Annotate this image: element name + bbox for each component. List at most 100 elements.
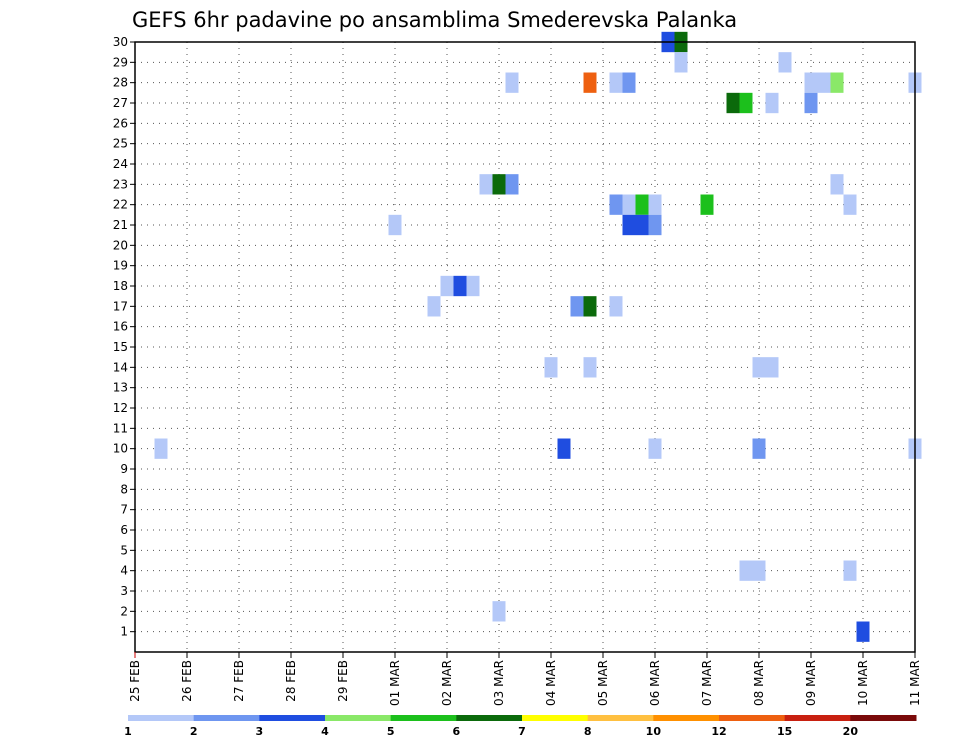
data-cell [635, 214, 649, 236]
data-cell [453, 275, 467, 297]
colorbar-label: 6 [453, 725, 461, 738]
colorbar-swatch [390, 715, 457, 721]
x-tick-label: 01 MAR [388, 660, 402, 706]
data-cell [583, 72, 597, 93]
colorbar-swatch [784, 715, 851, 721]
x-tick-label: 10 MAR [856, 660, 870, 706]
x-tick-label: 07 MAR [700, 660, 714, 706]
x-tick-label: 25 FEB [128, 660, 142, 702]
y-tick-label: 8 [120, 482, 128, 496]
colorbar-swatch [259, 715, 326, 721]
data-cells [154, 31, 922, 642]
colorbar-swatch [193, 715, 260, 721]
y-tick-label: 28 [113, 76, 128, 90]
data-cell [479, 174, 493, 195]
data-cell [466, 275, 480, 297]
y-tick-label: 13 [113, 381, 128, 395]
colorbar-label: 12 [711, 725, 726, 738]
data-cell [622, 194, 636, 215]
x-tick-label: 04 MAR [544, 660, 558, 706]
grid-lines [135, 41, 915, 652]
colorbar-label: 7 [518, 725, 526, 738]
y-tick-label: 25 [113, 137, 128, 151]
x-tick-label: 02 MAR [440, 660, 454, 706]
x-axis: 25 FEB 26 FEB 27 FEB 28 FEB 29 FEB 01 MAR 02 M… [128, 652, 922, 706]
data-cell [804, 72, 818, 93]
data-cell [388, 214, 402, 236]
y-tick-label: 9 [120, 462, 128, 476]
y-tick-label: 18 [113, 279, 128, 293]
y-tick-label: 17 [113, 299, 128, 313]
y-tick-label: 2 [120, 604, 128, 618]
data-cell [622, 72, 636, 93]
data-cell [505, 72, 519, 93]
data-cell [752, 438, 766, 459]
x-tick-label: 09 MAR [804, 660, 818, 706]
chart-title: GEFS 6hr padavine po ansamblima Smederev… [132, 8, 737, 32]
data-cell [609, 72, 623, 93]
y-tick-label: 22 [113, 198, 128, 212]
colorbar-swatch [128, 715, 195, 721]
colorbar-label: 3 [256, 725, 264, 738]
y-axis: 1234567891011121314151617181920212223242… [113, 35, 135, 639]
x-tick-label: 11 MAR [908, 660, 922, 706]
colorbar-label: 8 [584, 725, 592, 738]
colorbar-swatch [719, 715, 786, 721]
y-tick-label: 12 [113, 401, 128, 415]
y-tick-label: 20 [113, 238, 128, 252]
y-tick-label: 7 [120, 503, 128, 517]
colorbar-label: 4 [321, 725, 329, 738]
y-tick-label: 15 [113, 340, 128, 354]
y-tick-label: 16 [113, 320, 128, 334]
y-tick-label: 4 [120, 564, 128, 578]
data-cell [856, 621, 870, 642]
x-tick-label: 27 FEB [232, 660, 246, 702]
y-tick-label: 27 [113, 96, 128, 110]
data-cell [674, 52, 688, 73]
y-tick-label: 19 [113, 259, 128, 273]
data-cell [648, 438, 662, 459]
data-cell [726, 92, 740, 114]
colorbar-label: 20 [843, 725, 859, 738]
x-tick-label: 06 MAR [648, 660, 662, 706]
data-cell [765, 92, 779, 114]
data-cell [492, 174, 506, 195]
data-cell [804, 92, 818, 114]
x-tick-label: 05 MAR [596, 660, 610, 706]
y-tick-label: 29 [113, 55, 128, 69]
data-cell [492, 601, 506, 622]
y-tick-label: 21 [113, 218, 128, 232]
y-tick-label: 3 [120, 584, 128, 598]
colorbar-swatch [522, 715, 589, 721]
colorbar-swatch [456, 715, 523, 721]
data-cell [635, 194, 649, 215]
colorbar-swatch [653, 715, 720, 721]
data-cell [843, 560, 857, 581]
data-cell [830, 72, 844, 93]
data-cell [700, 194, 714, 215]
colorbar-swatch [850, 715, 917, 721]
y-tick-label: 23 [113, 177, 128, 191]
colorbar-label: 2 [190, 725, 198, 738]
data-cell [557, 438, 571, 459]
data-cell [843, 194, 857, 215]
data-cell [609, 194, 623, 215]
colorbar-label: 5 [387, 725, 395, 738]
data-cell [427, 296, 441, 317]
colorbar-swatch [325, 715, 392, 721]
y-tick-label: 11 [113, 421, 128, 435]
colorbar-label: 15 [777, 725, 792, 738]
data-cell [830, 174, 844, 195]
y-tick-label: 10 [113, 442, 128, 456]
data-cell [817, 72, 831, 93]
colorbar-label: 1 [124, 725, 132, 738]
data-cell [622, 214, 636, 236]
data-cell [154, 438, 168, 459]
data-cell [609, 296, 623, 317]
y-tick-label: 1 [120, 625, 128, 639]
data-cell [583, 296, 597, 317]
x-tick-label: 28 FEB [284, 660, 298, 702]
data-cell [583, 357, 597, 378]
colorbar-label: 10 [646, 725, 662, 738]
colorbar: 1 2 3 4 5 6 7 8 10 12 15 20 [124, 715, 917, 738]
